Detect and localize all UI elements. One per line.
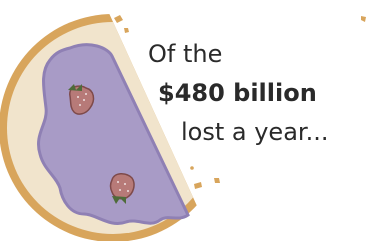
illustration: Of the $480 billion lost a year... bbox=[0, 0, 368, 241]
page: {"text": {"line1": "Of the", "line2": "$… bbox=[0, 0, 368, 241]
headline-line: Of the bbox=[148, 40, 222, 68]
headline-amount: $480 billion bbox=[158, 79, 317, 107]
headline-line: lost a year... bbox=[181, 118, 328, 146]
